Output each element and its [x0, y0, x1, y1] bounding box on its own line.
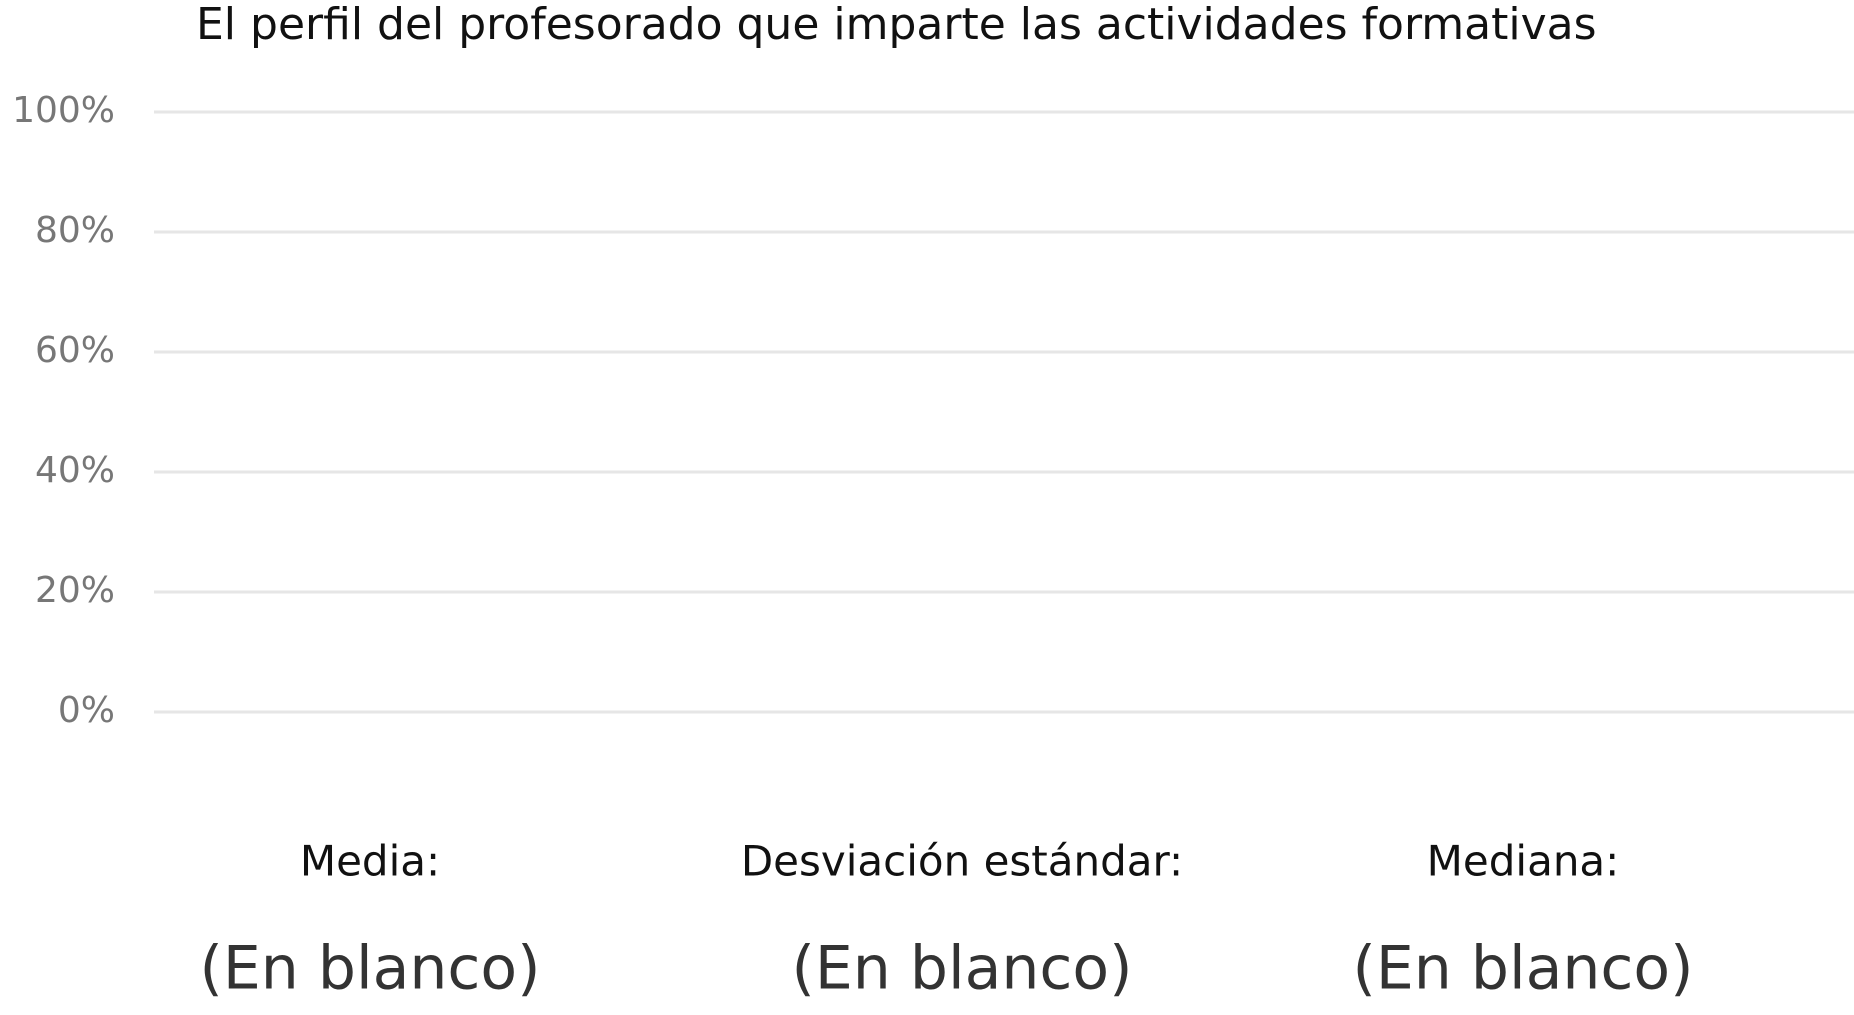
chart-title: El perfil del profesorado que imparte la…: [196, 0, 1597, 50]
y-tick-label: 60%: [35, 330, 115, 371]
y-tick-label: 40%: [35, 450, 115, 491]
y-tick-label: 100%: [12, 90, 115, 131]
card-value: (En blanco): [791, 934, 1132, 1004]
card-label: Mediana:: [1427, 837, 1620, 886]
card-label: Media:: [300, 837, 440, 886]
y-tick-label: 80%: [35, 210, 115, 251]
card-label: Desviación estándar:: [741, 837, 1183, 886]
card-value: (En blanco): [1352, 934, 1693, 1004]
card-value: (En blanco): [199, 934, 540, 1004]
y-tick-label: 20%: [35, 570, 115, 611]
y-tick-label: 0%: [58, 690, 115, 731]
